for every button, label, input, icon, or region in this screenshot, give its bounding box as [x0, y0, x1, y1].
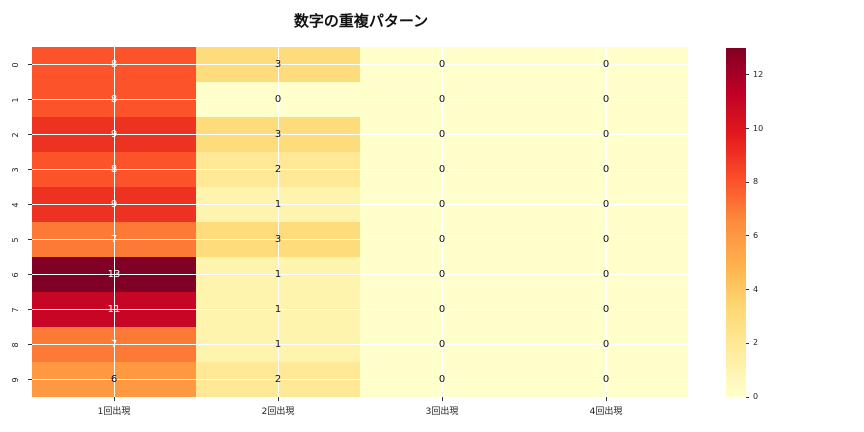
- x-tick-mark: [277, 397, 279, 401]
- cell-annotation: 0: [602, 58, 610, 70]
- cell-annotation: 0: [438, 268, 446, 280]
- y-tick-mark: [28, 64, 32, 65]
- colorbar-tick-mark: [746, 342, 749, 344]
- y-tick-label: 4: [10, 201, 20, 208]
- x-tick-label: 4回出現: [589, 407, 623, 417]
- y-tick-label: 7: [10, 306, 20, 313]
- x-tick-label: 3回出現: [425, 407, 459, 417]
- cell-annotation: 0: [602, 268, 610, 280]
- y-tick-mark: [28, 344, 32, 345]
- y-tick-label: 9: [10, 376, 20, 383]
- x-tick-label: 2回出現: [261, 407, 295, 417]
- y-tick-mark: [28, 274, 32, 275]
- cell-annotation: 0: [438, 338, 446, 350]
- cell-annotation: 0: [602, 338, 610, 350]
- cell-annotation: 8: [110, 58, 118, 70]
- cell-annotation: 0: [602, 373, 610, 385]
- colorbar-tick-mark: [746, 74, 749, 76]
- y-tick-label: 3: [10, 166, 20, 173]
- cell-annotation: 0: [602, 233, 610, 245]
- colorbar-tick-mark: [746, 235, 749, 237]
- cell-annotation: 0: [438, 233, 446, 245]
- y-tick-label: 2: [10, 131, 20, 138]
- cell-annotation: 11: [107, 303, 121, 315]
- cell-annotation: 1: [274, 268, 282, 280]
- cell-annotation: 0: [602, 163, 610, 175]
- cell-annotation: 0: [602, 198, 610, 210]
- y-tick-mark: [28, 379, 32, 380]
- y-tick-mark: [28, 309, 32, 310]
- colorbar-tick-label: 0: [753, 392, 759, 401]
- x-tick-mark: [605, 397, 607, 401]
- cell-annotation: 0: [438, 128, 446, 140]
- colorbar: [726, 48, 746, 397]
- x-tick-mark: [441, 397, 443, 401]
- cell-annotation: 2: [274, 163, 282, 175]
- cell-annotation: 9: [110, 128, 118, 140]
- cell-annotation: 2: [274, 373, 282, 385]
- y-tick-label: 8: [10, 341, 20, 348]
- cell-annotation: 8: [110, 163, 118, 175]
- colorbar-tick-mark: [746, 128, 749, 130]
- y-tick-label: 1: [10, 96, 20, 103]
- colorbar-tick-label: 4: [753, 284, 759, 294]
- y-tick-mark: [28, 204, 32, 205]
- colorbar-tick-mark: [746, 396, 749, 398]
- cell-annotation: 0: [438, 198, 446, 210]
- cell-annotation: 9: [110, 198, 118, 210]
- colorbar-tick-label: 8: [753, 177, 759, 187]
- y-tick-label: 5: [10, 236, 20, 243]
- cell-annotation: 3: [274, 233, 282, 245]
- colorbar-tick-label: 10: [753, 123, 764, 133]
- y-tick-mark: [28, 169, 32, 170]
- cell-annotation: 7: [110, 338, 118, 350]
- cell-annotation: 3: [274, 58, 282, 70]
- cell-annotation: 1: [274, 338, 282, 350]
- x-tick-label: 1回出現: [97, 407, 131, 417]
- x-tick-mark: [113, 397, 115, 401]
- cell-annotation: 0: [602, 128, 610, 140]
- colorbar-tick-label: 12: [753, 69, 764, 79]
- y-tick-mark: [28, 134, 32, 135]
- cell-annotation: 8: [110, 93, 118, 105]
- y-tick-mark: [28, 239, 32, 240]
- colorbar-tick-label: 2: [753, 338, 759, 348]
- colorbar-tick-mark: [746, 181, 749, 183]
- colorbar-tick-label: 6: [753, 230, 759, 240]
- y-tick-label: 0: [10, 61, 20, 68]
- cell-annotation: 6: [110, 373, 118, 385]
- chart-title: 数字の重複パターン: [293, 12, 429, 30]
- cell-annotation: 0: [602, 303, 610, 315]
- cell-annotation: 0: [438, 163, 446, 175]
- cell-annotation: 3: [274, 128, 282, 140]
- cell-annotation: 0: [438, 58, 446, 70]
- y-tick-mark: [28, 99, 32, 100]
- cell-annotation: 0: [438, 303, 446, 315]
- cell-annotation: 0: [274, 93, 282, 105]
- cell-annotation: 0: [438, 373, 446, 385]
- cell-annotation: 13: [107, 268, 121, 280]
- y-tick-label: 6: [10, 271, 20, 278]
- cell-annotation: 1: [274, 303, 282, 315]
- cell-annotation: 7: [110, 233, 118, 245]
- heatmap-plot: 8 3 0 0 8 0 0 0 9 3 0 0 8 2 0 0 9 1 0 0 7 3 0 0 13 1 0 0 11 1 0 0 7 1 0 0 6 2…: [32, 47, 688, 397]
- cell-annotation: 0: [438, 93, 446, 105]
- colorbar-tick-mark: [746, 289, 749, 291]
- cell-annotation: 0: [602, 93, 610, 105]
- cell-annotation: 1: [274, 198, 282, 210]
